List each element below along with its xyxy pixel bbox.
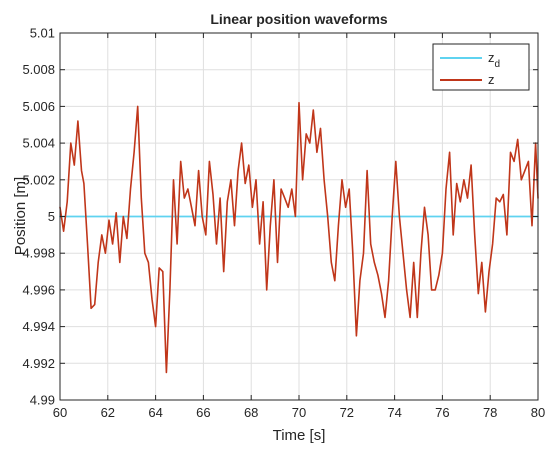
x-tick-label: 72 (340, 405, 354, 420)
x-tick-label: 78 (483, 405, 497, 420)
x-axis-label: Time [s] (273, 427, 326, 444)
x-tick-label: 74 (387, 405, 401, 420)
y-tick-label: 5.004 (22, 136, 55, 151)
y-tick-label: 4.994 (22, 319, 55, 334)
y-tick-label: 5.008 (22, 62, 55, 77)
y-tick-label: 4.99 (30, 393, 55, 408)
x-tick-label: 76 (435, 405, 449, 420)
y-tick-label: 5 (48, 209, 55, 224)
y-tick-label: 5.006 (22, 99, 55, 114)
legend-label-zd-subscript: d (495, 59, 501, 70)
y-tick-label: 4.996 (22, 282, 55, 297)
x-tick-label: 70 (292, 405, 306, 420)
x-tick-label: 62 (101, 405, 115, 420)
legend: zd z (433, 44, 529, 90)
legend-label-z: z (488, 72, 495, 87)
y-tick-label: 4.992 (22, 356, 55, 371)
y-axis-label: Position [m] (12, 177, 29, 255)
y-tick-label: 5.01 (30, 26, 55, 41)
x-tick-label: 80 (531, 405, 545, 420)
chart-title: Linear position waveforms (210, 11, 388, 27)
x-tick-label: 66 (196, 405, 210, 420)
legend-box (433, 44, 529, 90)
x-tick-label: 64 (148, 405, 162, 420)
x-tick-label: 68 (244, 405, 258, 420)
